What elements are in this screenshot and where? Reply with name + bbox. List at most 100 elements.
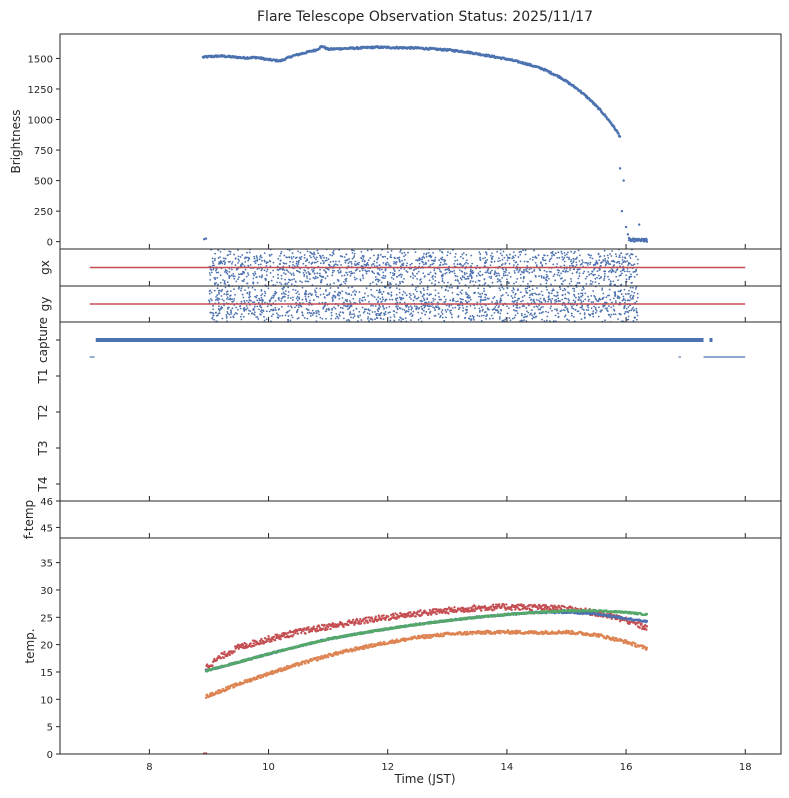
gx-point bbox=[578, 254, 581, 257]
gx-point bbox=[377, 280, 380, 283]
gx-point bbox=[381, 255, 384, 258]
gy-point bbox=[275, 309, 277, 311]
gx-point bbox=[358, 261, 360, 264]
gx-point bbox=[483, 278, 486, 281]
gx-point bbox=[469, 265, 472, 268]
gy-point bbox=[316, 312, 318, 314]
gy-point bbox=[226, 293, 229, 296]
gx-point bbox=[398, 258, 401, 261]
gx-point bbox=[449, 294, 451, 296]
gx-point bbox=[339, 255, 342, 257]
gy-point bbox=[498, 316, 501, 318]
gy-point bbox=[500, 308, 502, 311]
gy-point bbox=[628, 309, 631, 312]
gy-point bbox=[213, 318, 216, 321]
gx-point bbox=[228, 270, 231, 273]
gx-point bbox=[270, 279, 273, 282]
gx-point bbox=[529, 258, 532, 260]
gy-point bbox=[243, 306, 246, 309]
gx-point bbox=[590, 272, 593, 275]
temp-point bbox=[326, 628, 329, 631]
gy-point bbox=[561, 293, 564, 296]
gy-point bbox=[294, 306, 296, 309]
gy-point bbox=[402, 329, 404, 331]
gy-point bbox=[408, 325, 410, 327]
gx-point bbox=[236, 244, 238, 246]
gy-point bbox=[395, 297, 398, 300]
gx-point bbox=[394, 261, 397, 264]
gy-point bbox=[465, 330, 467, 332]
gx-point bbox=[432, 278, 435, 280]
gy-point bbox=[637, 283, 639, 285]
gy-point bbox=[239, 315, 242, 318]
gx-point bbox=[239, 256, 242, 258]
gy-point bbox=[461, 326, 463, 328]
gx-point bbox=[468, 293, 470, 295]
gx-point bbox=[239, 290, 241, 292]
temp-point bbox=[420, 613, 423, 617]
gy-point bbox=[234, 293, 236, 296]
gx-point bbox=[331, 271, 334, 274]
gx-point bbox=[513, 269, 516, 272]
gy-point bbox=[525, 290, 528, 292]
temp-point bbox=[536, 605, 539, 608]
gy-point bbox=[601, 287, 604, 290]
gx-point bbox=[465, 278, 468, 280]
gx-point bbox=[364, 247, 366, 249]
gx-point bbox=[531, 271, 534, 274]
gx-point bbox=[295, 262, 298, 265]
gx-point bbox=[568, 256, 570, 259]
brightness-point bbox=[622, 179, 625, 182]
gy-point bbox=[499, 312, 502, 315]
temp-point bbox=[354, 621, 357, 625]
gy-point bbox=[265, 318, 268, 321]
gy-point bbox=[624, 293, 627, 295]
gx-point bbox=[351, 249, 353, 252]
gx-point bbox=[601, 261, 604, 264]
gy-point bbox=[576, 325, 578, 327]
gy-point bbox=[401, 308, 404, 311]
gy-point bbox=[389, 319, 392, 322]
gy-point bbox=[602, 306, 605, 308]
gx-point bbox=[479, 256, 482, 259]
gy-point bbox=[295, 301, 297, 304]
gy-point bbox=[240, 318, 243, 321]
gy-point bbox=[500, 299, 503, 302]
gx-point bbox=[607, 275, 609, 278]
gx-point bbox=[633, 263, 636, 266]
gy-point bbox=[383, 312, 385, 315]
gy-point bbox=[358, 282, 360, 284]
gx-point bbox=[229, 251, 232, 253]
gy-point bbox=[407, 329, 409, 331]
gx-point bbox=[594, 273, 596, 276]
gx-point bbox=[312, 276, 315, 279]
gx-point bbox=[224, 271, 226, 273]
gy-point bbox=[633, 309, 636, 311]
gx-point bbox=[551, 250, 554, 253]
gy-point bbox=[604, 319, 606, 322]
gx-point bbox=[471, 272, 474, 275]
gy-point bbox=[315, 287, 318, 290]
gx-point bbox=[292, 287, 294, 289]
gx-point bbox=[290, 256, 293, 259]
gy-point bbox=[316, 327, 318, 329]
gy-point bbox=[258, 299, 261, 302]
gy-point bbox=[473, 323, 475, 325]
gy-point bbox=[421, 300, 424, 303]
gy-point bbox=[456, 300, 459, 303]
gy-point bbox=[400, 317, 402, 319]
gy-point bbox=[583, 313, 586, 316]
gy-point bbox=[268, 310, 271, 313]
gy-point bbox=[533, 301, 536, 304]
gx-point bbox=[608, 278, 610, 281]
gy-point bbox=[376, 322, 378, 324]
gy-point bbox=[507, 294, 510, 297]
gy-point bbox=[467, 294, 470, 297]
gx-point bbox=[315, 258, 317, 261]
gy-point bbox=[220, 290, 223, 293]
gy-point bbox=[345, 299, 348, 302]
gx-point bbox=[355, 263, 358, 266]
gx-point bbox=[458, 282, 461, 285]
gy-point bbox=[334, 296, 337, 298]
gy-point bbox=[323, 296, 326, 298]
